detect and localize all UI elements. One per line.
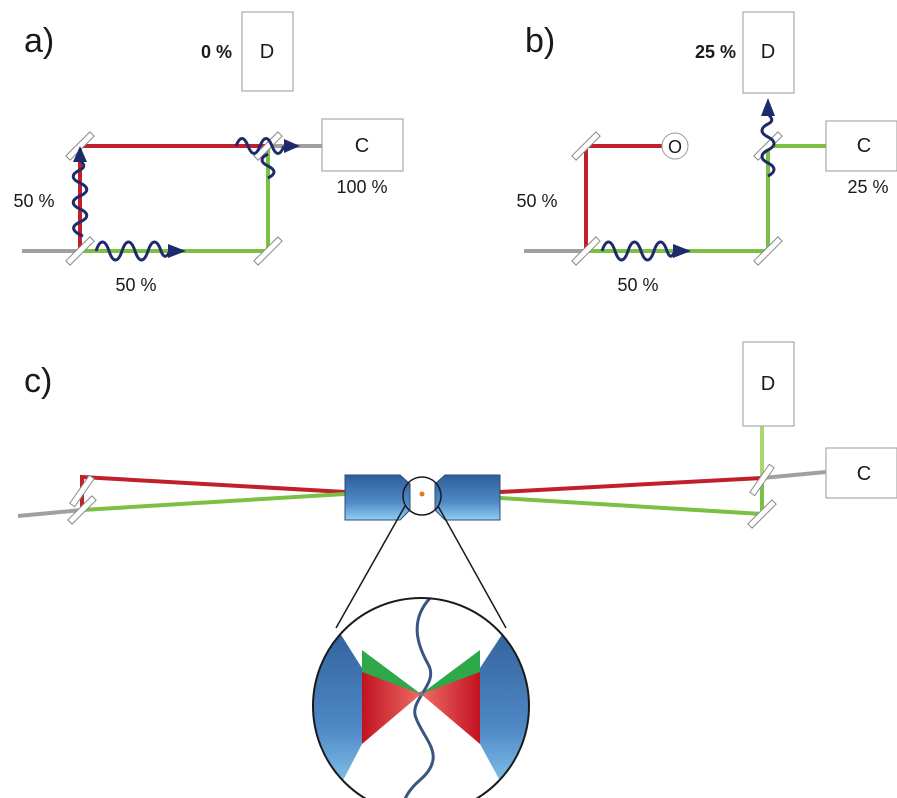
detector-c-label: C — [355, 135, 369, 157]
panel-b-label: b) — [525, 22, 555, 60]
beam-splitter — [65, 236, 95, 266]
mirror — [253, 236, 283, 266]
obstacle-label: O — [668, 137, 682, 157]
green-path — [80, 146, 270, 253]
mirror — [571, 131, 601, 161]
beam-splitter — [67, 495, 97, 525]
green-path — [81, 492, 346, 512]
wave-packet-output — [234, 137, 286, 155]
detector-d-value: 0 % — [201, 42, 232, 62]
arrow-right-icon — [168, 244, 186, 258]
green-cone-left — [362, 650, 421, 694]
panel-a: a) D 0 % C — [13, 11, 404, 295]
red-path — [499, 476, 763, 494]
detector-d-label: D — [260, 41, 274, 63]
green-cone-right — [421, 650, 480, 694]
detector-c — [321, 118, 404, 172]
mirror — [753, 236, 783, 266]
vertical-arm-value: 50 % — [13, 191, 54, 211]
detector-c — [825, 120, 897, 172]
trapped-particle — [418, 691, 424, 697]
focus-region — [402, 476, 442, 516]
mirror — [69, 474, 95, 508]
detector-d — [742, 11, 795, 94]
objective-lens-right — [434, 474, 501, 521]
arrow-right-icon — [284, 139, 300, 153]
arrow-up-icon — [73, 146, 87, 162]
red-path — [78, 144, 268, 251]
red-cone-left — [362, 668, 421, 744]
vertical-arm-value: 50 % — [516, 191, 557, 211]
wave-packet-horizontal — [94, 240, 172, 262]
green-path — [586, 144, 826, 253]
panel-a-label: a) — [24, 22, 54, 60]
detector-d-value: 25 % — [695, 42, 736, 62]
horizontal-arm-value: 50 % — [617, 275, 658, 295]
panel-c: c) — [17, 341, 897, 798]
detector-d-label: D — [761, 373, 775, 395]
arrow-up-icon — [761, 98, 775, 116]
detector-c-label: C — [857, 463, 871, 485]
panel-b: b) O D 25 % C 25 % 50 % 50 % — [516, 11, 897, 295]
beam-splitter — [253, 131, 283, 161]
wave-packet-horizontal — [600, 240, 677, 262]
red-path — [80, 474, 346, 510]
particle-trajectory — [401, 598, 435, 798]
mirror — [747, 499, 777, 529]
wave-packet-green-arm — [260, 152, 276, 180]
obstacle — [661, 132, 689, 160]
red-cone-right — [421, 668, 480, 744]
input-beam — [17, 508, 83, 518]
trapped-particle — [419, 491, 425, 497]
red-path — [584, 144, 662, 251]
beam-splitter — [571, 236, 601, 266]
detector-d-label: D — [761, 41, 775, 63]
detector-d — [742, 341, 795, 427]
arrow-right-icon — [673, 244, 691, 258]
zoom-line — [335, 505, 406, 629]
detector-c — [825, 447, 897, 499]
output-beam-c — [761, 470, 827, 480]
zoom-line — [437, 505, 507, 629]
detector-d — [241, 11, 294, 92]
detector-c-value: 100 % — [336, 177, 387, 197]
detector-c-value: 25 % — [847, 177, 888, 197]
wave-packet-vertical — [71, 158, 89, 238]
horizontal-arm-value: 50 % — [115, 275, 156, 295]
detector-c-label: C — [857, 135, 871, 157]
beam-splitter — [749, 463, 775, 497]
wave-packet-vertical — [760, 112, 776, 178]
panel-c-label: c) — [24, 362, 52, 400]
